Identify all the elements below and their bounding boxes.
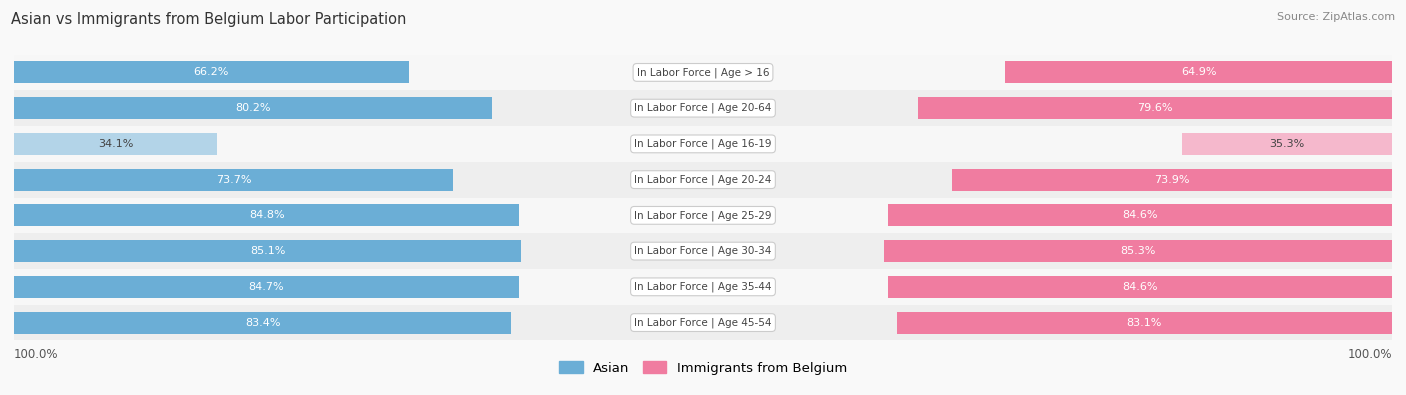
Text: 85.1%: 85.1% [250, 246, 285, 256]
Text: 35.3%: 35.3% [1270, 139, 1305, 149]
Text: 83.4%: 83.4% [245, 318, 280, 327]
Text: 84.8%: 84.8% [249, 211, 284, 220]
Bar [1005, 61, 1392, 83]
Bar [897, 312, 1392, 334]
Text: 84.6%: 84.6% [1122, 282, 1157, 292]
Bar [887, 276, 1392, 298]
Text: In Labor Force | Age 30-34: In Labor Force | Age 30-34 [634, 246, 772, 256]
Bar [14, 55, 1392, 90]
Text: 85.3%: 85.3% [1121, 246, 1156, 256]
Text: Source: ZipAtlas.com: Source: ZipAtlas.com [1277, 12, 1395, 22]
Bar [14, 61, 409, 83]
Bar [14, 169, 453, 191]
Bar [14, 90, 1392, 126]
Bar [14, 126, 1392, 162]
Bar [14, 162, 1392, 198]
Text: 73.9%: 73.9% [1154, 175, 1189, 184]
Text: 34.1%: 34.1% [98, 139, 134, 149]
Text: In Labor Force | Age 16-19: In Labor Force | Age 16-19 [634, 139, 772, 149]
Text: In Labor Force | Age 20-24: In Labor Force | Age 20-24 [634, 174, 772, 185]
Text: 84.6%: 84.6% [1122, 211, 1157, 220]
Bar [14, 133, 218, 155]
Bar [14, 305, 1392, 340]
Text: In Labor Force | Age 45-54: In Labor Force | Age 45-54 [634, 317, 772, 328]
Text: 100.0%: 100.0% [14, 348, 59, 361]
Bar [883, 240, 1392, 262]
Text: In Labor Force | Age 25-29: In Labor Force | Age 25-29 [634, 210, 772, 221]
Text: In Labor Force | Age > 16: In Labor Force | Age > 16 [637, 67, 769, 78]
Bar [1181, 133, 1392, 155]
Text: 84.7%: 84.7% [249, 282, 284, 292]
Bar [918, 97, 1392, 119]
Bar [887, 204, 1392, 226]
Bar [14, 276, 519, 298]
Text: 80.2%: 80.2% [235, 103, 271, 113]
Text: In Labor Force | Age 20-64: In Labor Force | Age 20-64 [634, 103, 772, 113]
Text: 66.2%: 66.2% [194, 68, 229, 77]
Bar [14, 312, 510, 334]
Bar [14, 269, 1392, 305]
Text: 73.7%: 73.7% [217, 175, 252, 184]
Text: 100.0%: 100.0% [1347, 348, 1392, 361]
Text: 79.6%: 79.6% [1137, 103, 1173, 113]
Bar [14, 97, 492, 119]
Bar [14, 198, 1392, 233]
Bar [14, 233, 1392, 269]
Bar [14, 240, 522, 262]
Text: Asian vs Immigrants from Belgium Labor Participation: Asian vs Immigrants from Belgium Labor P… [11, 12, 406, 27]
Text: In Labor Force | Age 35-44: In Labor Force | Age 35-44 [634, 282, 772, 292]
Bar [952, 169, 1392, 191]
Text: 64.9%: 64.9% [1181, 68, 1216, 77]
Bar [14, 204, 519, 226]
Legend: Asian, Immigrants from Belgium: Asian, Immigrants from Belgium [554, 356, 852, 380]
Text: 83.1%: 83.1% [1126, 318, 1161, 327]
